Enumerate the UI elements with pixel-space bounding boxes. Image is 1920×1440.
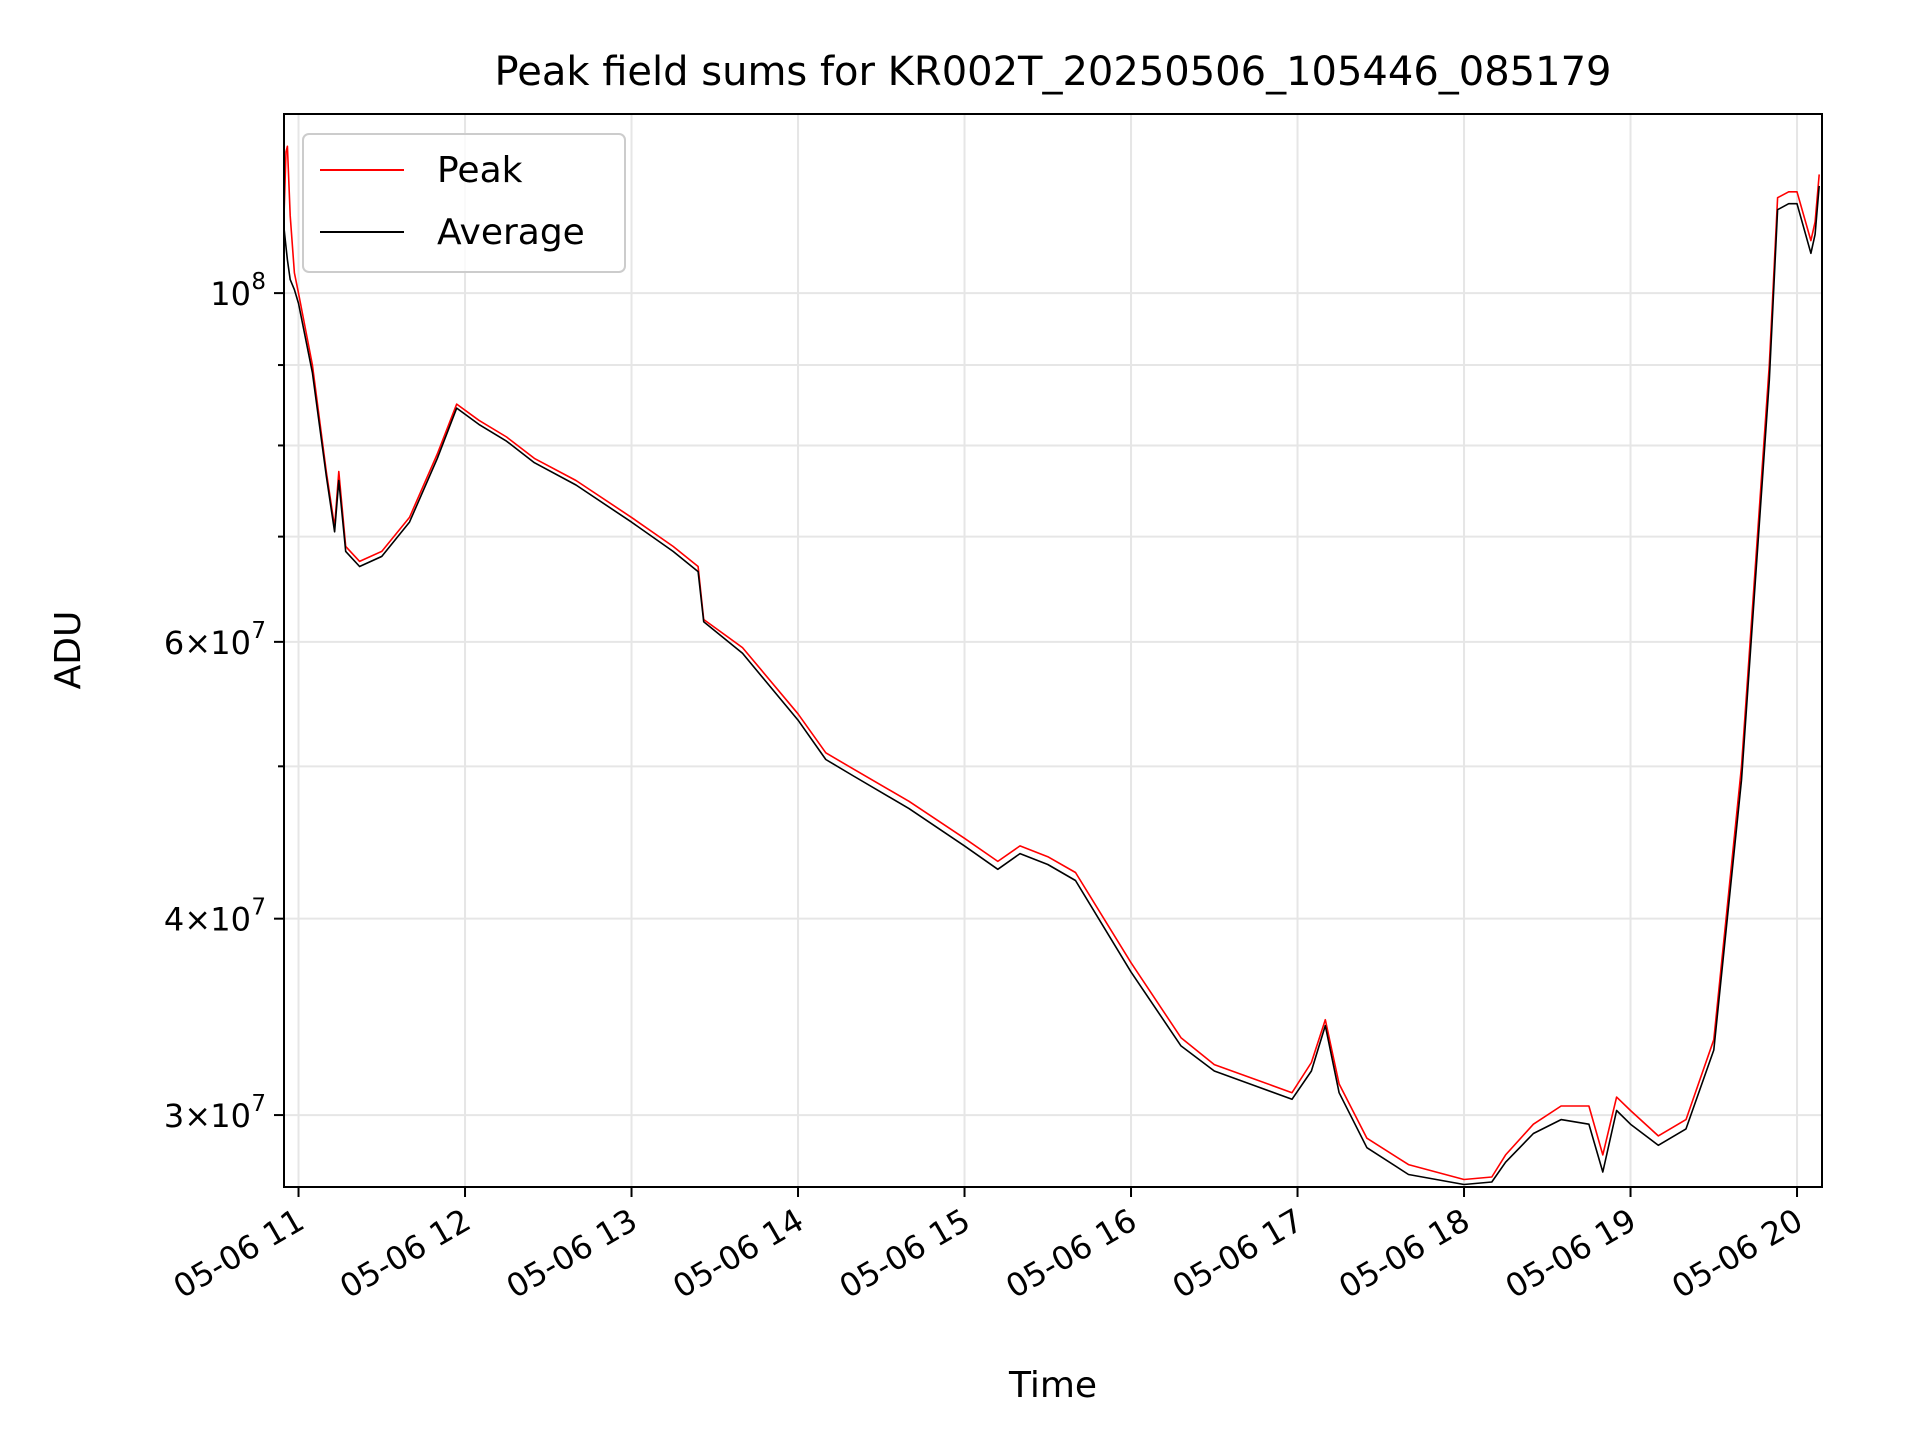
plot-area bbox=[283, 145, 1820, 1186]
y-tick-mantissa: 4× bbox=[164, 901, 211, 939]
y-tick-exponent: 7 bbox=[251, 895, 266, 921]
legend-box bbox=[302, 133, 626, 273]
y-tick-exponent: 7 bbox=[251, 1091, 266, 1117]
legend: Peak Average bbox=[302, 133, 626, 273]
chart-title: Peak field sums for KR002T_20250506_1054… bbox=[495, 49, 1612, 95]
y-tick-exponent: 7 bbox=[251, 618, 266, 644]
y-tick-base: 10 bbox=[210, 1097, 251, 1135]
y-axis-label: ADU bbox=[48, 611, 89, 690]
y-tick-base: 10 bbox=[210, 901, 251, 939]
grid bbox=[284, 114, 1822, 1187]
plot-frame bbox=[283, 113, 1823, 1188]
y-tick-base: 10 bbox=[210, 624, 251, 662]
legend-label: Peak bbox=[437, 150, 523, 191]
y-tick-base: 10 bbox=[210, 275, 251, 313]
series-line-peak bbox=[283, 145, 1820, 1181]
legend-label: Average bbox=[437, 212, 585, 253]
y-tick-mantissa: 6× bbox=[164, 624, 211, 662]
y-tick-label: 810 bbox=[210, 269, 266, 313]
y-tick-exponent: 8 bbox=[251, 269, 266, 295]
y-tick-mantissa: 3× bbox=[164, 1097, 211, 1135]
series-line-average bbox=[283, 185, 1820, 1186]
x-axis-label: Time bbox=[1008, 1365, 1097, 1406]
